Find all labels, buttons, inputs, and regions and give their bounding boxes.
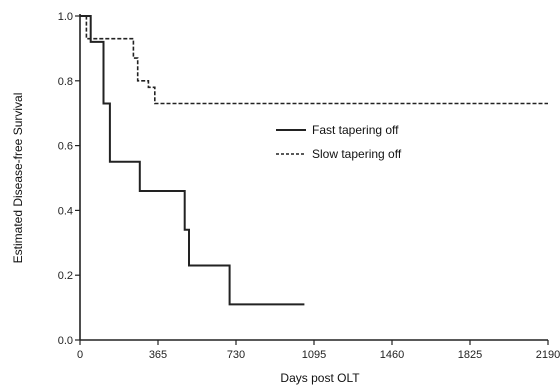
x-tick-label: 365 xyxy=(149,349,167,361)
legend-label-fast-tapering-off: Fast tapering off xyxy=(312,123,399,137)
x-tick-label: 0 xyxy=(77,349,83,361)
series-layer xyxy=(80,15,548,306)
x-tick-label: 730 xyxy=(227,349,245,361)
y-tick-label: 1.0 xyxy=(58,11,73,23)
legend-label-slow-tapering-off: Slow tapering off xyxy=(312,147,402,161)
x-tick-label: 1095 xyxy=(302,349,326,361)
y-tick-label: 0.6 xyxy=(58,141,73,153)
y-tick-label: 0.0 xyxy=(58,335,73,347)
legend: Fast tapering off Slow tapering off xyxy=(276,123,402,161)
x-tick-label: 1460 xyxy=(380,349,404,361)
series-line-fast-tapering-off xyxy=(80,15,305,306)
x-tick-label: 1825 xyxy=(458,349,482,361)
series-line-slow-tapering-off xyxy=(80,15,548,105)
x-tick-label: 2190 xyxy=(536,349,560,361)
y-axis-title: Estimated Disease-free Survival xyxy=(11,93,25,264)
x-axis: 0 365 730 1095 1460 1825 2190 xyxy=(77,339,560,361)
y-tick-label: 0.4 xyxy=(58,205,73,217)
y-axis: 0.0 0.2 0.4 0.6 0.8 1.0 xyxy=(58,11,81,347)
x-axis-title: Days post OLT xyxy=(280,371,360,385)
y-tick-label: 0.2 xyxy=(58,270,73,282)
y-tick-label: 0.8 xyxy=(58,76,73,88)
